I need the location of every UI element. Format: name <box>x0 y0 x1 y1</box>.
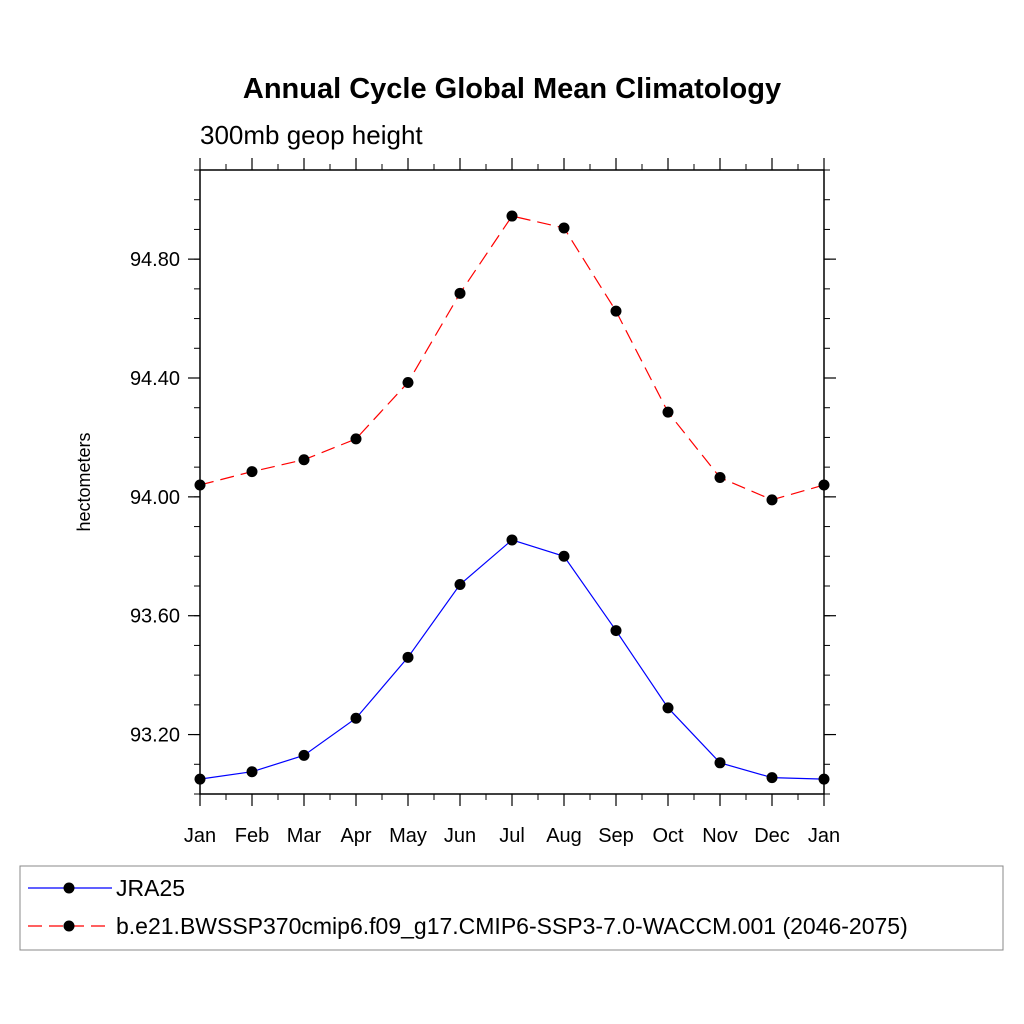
series-1-point <box>714 757 726 769</box>
series-1-point <box>298 749 310 761</box>
legend-box <box>19 865 1004 951</box>
x-tick-label: Jan <box>808 825 840 847</box>
series-2-point <box>194 479 206 491</box>
series-1-point <box>766 772 778 784</box>
series-2-point <box>350 433 362 445</box>
chart-title: Annual Cycle Global Mean Climatology <box>243 73 781 105</box>
x-tick-label: Sep <box>598 825 634 847</box>
legend-label-1: JRA25 <box>116 875 185 901</box>
series-2-point <box>818 479 830 491</box>
x-tick-label: Aug <box>546 825 582 847</box>
x-tick-label: Jun <box>444 825 476 847</box>
x-tick-label: Dec <box>754 825 790 847</box>
x-tick-label: May <box>389 825 427 847</box>
y-tick-label: 94.80 <box>130 249 180 271</box>
series-2-point <box>454 287 466 299</box>
series-1-point <box>506 534 518 546</box>
series-1-point <box>558 550 570 562</box>
series-2-point <box>506 210 518 222</box>
plot-frame <box>199 169 825 795</box>
series-1-point <box>194 773 206 785</box>
series-line-1 <box>199 539 825 780</box>
series-2-point <box>610 305 622 317</box>
x-tick-label: Feb <box>235 825 269 847</box>
x-tick-label: Nov <box>702 825 738 847</box>
series-2-point <box>298 454 310 466</box>
x-tick-label: Jul <box>499 825 525 847</box>
x-tick-label: Jan <box>184 825 216 847</box>
y-tick-label: 94.00 <box>130 487 180 509</box>
series-2-point <box>662 406 674 418</box>
series-1-point <box>454 579 466 591</box>
x-tick-label: Mar <box>287 825 322 847</box>
y-axis-label: hectometers <box>74 432 94 531</box>
x-tick-label: Oct <box>652 825 684 847</box>
y-tick-label: 94.40 <box>130 368 180 390</box>
y-tick-label: 93.60 <box>130 606 180 628</box>
series-2-point <box>402 376 414 388</box>
legend-label-2: b.e21.BWSSP370cmip6.f09_g17.CMIP6-SSP3-7… <box>116 913 908 939</box>
y-tick-label: 93.20 <box>130 725 180 747</box>
series-1-point <box>818 773 830 785</box>
legend-marker-1 <box>63 882 75 894</box>
series-1-point <box>246 766 258 778</box>
series-1-point <box>610 625 622 637</box>
axis-ticks <box>188 158 836 806</box>
series-line-2 <box>199 215 825 501</box>
series-1-point <box>662 702 674 714</box>
chart-subtitle: 300mb geop height <box>200 120 423 150</box>
x-tick-labels: Jan Feb Mar Apr May Jun Jul Aug Sep Oct Nov Dec Jan <box>184 825 840 847</box>
series-1-point <box>350 712 362 724</box>
series-2-point <box>246 466 258 478</box>
series-1-point <box>402 651 414 663</box>
series-2-point <box>766 494 778 506</box>
series-2-point <box>714 472 726 484</box>
legend-marker-2 <box>63 920 75 932</box>
series-group <box>194 210 830 785</box>
series-2-point <box>558 222 570 234</box>
y-tick-labels: 93.20 93.60 94.00 94.40 94.80 <box>130 249 180 746</box>
x-tick-label: Apr <box>340 825 371 847</box>
legend: JRA25 b.e21.BWSSP370cmip6.f09_g17.CMIP6-S… <box>28 875 908 939</box>
